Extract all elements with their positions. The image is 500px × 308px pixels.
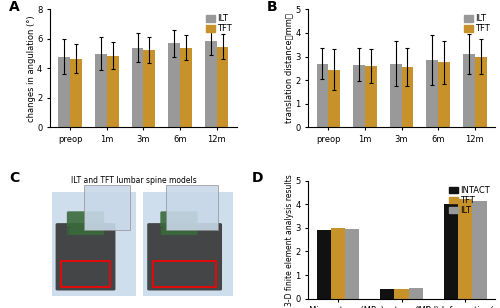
Bar xyxy=(205,41,217,128)
Bar xyxy=(344,229,358,299)
Bar xyxy=(168,43,180,128)
Bar xyxy=(144,50,155,128)
Bar xyxy=(390,63,402,128)
Bar xyxy=(394,289,408,299)
Text: ILT and TFT lumbar spine models: ILT and TFT lumbar spine models xyxy=(72,176,197,185)
Bar xyxy=(444,204,458,299)
Bar xyxy=(95,54,107,128)
Bar xyxy=(402,67,413,128)
Bar xyxy=(58,56,70,128)
Bar xyxy=(475,56,486,128)
FancyBboxPatch shape xyxy=(166,185,218,230)
Bar xyxy=(316,63,328,128)
Bar xyxy=(426,60,438,128)
FancyBboxPatch shape xyxy=(147,223,222,290)
Bar xyxy=(70,59,82,128)
Bar xyxy=(365,66,376,128)
Y-axis label: translation distance（mm）: translation distance（mm） xyxy=(284,13,294,123)
Text: C: C xyxy=(9,171,19,185)
Bar xyxy=(132,48,143,128)
Text: TFT: TFT xyxy=(58,227,71,236)
Bar xyxy=(472,201,486,299)
Text: B: B xyxy=(267,0,278,14)
FancyBboxPatch shape xyxy=(84,185,130,230)
Legend: INTACT, TFT, ILT: INTACT, TFT, ILT xyxy=(448,185,491,216)
Bar xyxy=(316,230,330,299)
Bar xyxy=(328,70,340,128)
Bar xyxy=(107,56,118,128)
Bar xyxy=(180,48,192,128)
Bar xyxy=(458,200,472,299)
Bar xyxy=(463,54,475,128)
FancyBboxPatch shape xyxy=(56,223,116,290)
Text: ILT: ILT xyxy=(154,227,164,236)
Bar xyxy=(61,261,110,287)
Bar xyxy=(217,47,228,128)
Bar xyxy=(380,289,394,299)
Text: D: D xyxy=(252,171,264,185)
FancyBboxPatch shape xyxy=(160,211,198,235)
Bar xyxy=(330,228,344,299)
Bar xyxy=(153,261,216,287)
Text: A: A xyxy=(9,0,20,14)
FancyBboxPatch shape xyxy=(67,211,104,235)
FancyBboxPatch shape xyxy=(144,192,233,296)
Bar xyxy=(353,65,365,128)
Legend: ILT, TFT: ILT, TFT xyxy=(464,14,491,34)
Y-axis label: 3-D finite element analysis results: 3-D finite element analysis results xyxy=(284,174,294,306)
FancyBboxPatch shape xyxy=(52,192,136,296)
Bar xyxy=(408,288,422,299)
Y-axis label: changes in angulation (°): changes in angulation (°) xyxy=(26,15,36,122)
Legend: ILT, TFT: ILT, TFT xyxy=(206,14,233,34)
Bar xyxy=(438,63,450,128)
